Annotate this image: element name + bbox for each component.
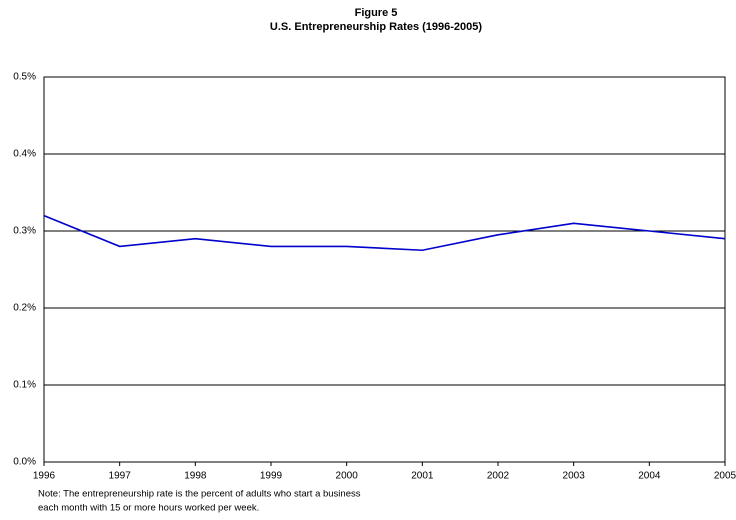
- y-tick-label: 0.3%: [13, 226, 36, 237]
- x-tick-label: 2000: [336, 471, 359, 482]
- x-tick-label: 2001: [411, 471, 434, 482]
- note: each month with 15 or more hours worked …: [38, 503, 259, 514]
- note: Note: The entrepreneurship rate is the p…: [38, 489, 361, 500]
- y-tick-label: 0.0%: [13, 457, 36, 468]
- x-tick-label: 2002: [487, 471, 510, 482]
- plot-frame: [43, 76, 726, 463]
- chart-title: Figure 5: [355, 7, 398, 19]
- y-tick-label: 0.5%: [13, 72, 36, 83]
- x-tick-label: 1998: [184, 471, 207, 482]
- x-tick-label: 2004: [638, 471, 661, 482]
- x-tick-label: 1997: [109, 471, 132, 482]
- y-tick-label: 0.2%: [13, 303, 36, 314]
- x-tick-label: 1999: [260, 471, 283, 482]
- data-line: [43, 214, 726, 252]
- chart-subtitle: U.S. Entrepreneurship Rates (1996-2005): [270, 21, 482, 33]
- y-tick-label: 0.4%: [13, 149, 36, 160]
- x-tick-label: 2005: [714, 471, 736, 482]
- x-tick-label: 1996: [33, 471, 56, 482]
- y-tick-label: 0.1%: [13, 380, 36, 391]
- x-tick-label: 2003: [563, 471, 586, 482]
